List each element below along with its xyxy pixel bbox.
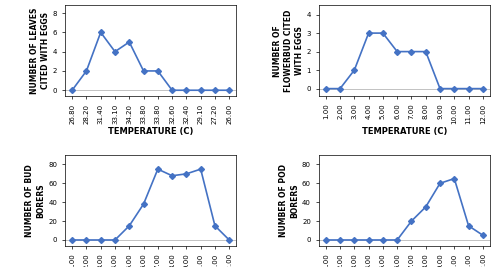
Y-axis label: NUMBER OF
FLOWERBUD CITED
WITH EGGS: NUMBER OF FLOWERBUD CITED WITH EGGS <box>272 10 304 92</box>
X-axis label: TEMPERATURE (C): TEMPERATURE (C) <box>362 127 447 136</box>
Y-axis label: NUMBER OF POD
BORERS: NUMBER OF POD BORERS <box>279 164 299 237</box>
Y-axis label: NUMBER OF LEAVES
CITED WITH EGGS: NUMBER OF LEAVES CITED WITH EGGS <box>30 7 50 94</box>
X-axis label: TEMPERATURE (C): TEMPERATURE (C) <box>108 127 194 136</box>
Y-axis label: NUMBER OF BUD
BORERS: NUMBER OF BUD BORERS <box>26 164 46 237</box>
